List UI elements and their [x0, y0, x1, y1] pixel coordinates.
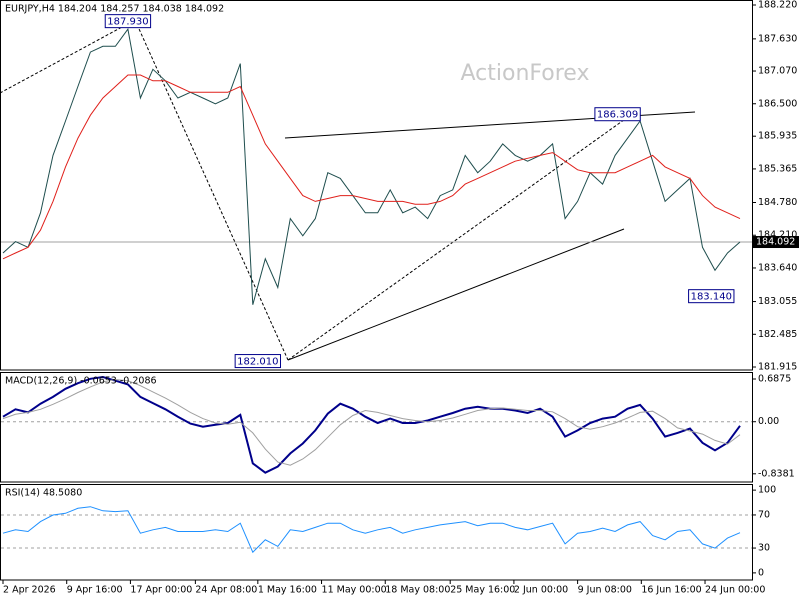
series-line — [2, 27, 741, 305]
y-tick-label: 182.485 — [758, 329, 797, 340]
y-tick-label: 0.6875 — [758, 373, 791, 384]
annotation-box — [104, 14, 152, 29]
panel-title: RSI(14) 48.5080 — [5, 488, 82, 499]
x-tick-label: 9 Jun 08:00 — [578, 585, 632, 596]
x-tick-label: 2 Jun 00:00 — [514, 585, 568, 596]
y-tick-label: -0.8381 — [758, 468, 795, 479]
panel-title: MACD(12,26,9) -0.0653 -0.2086 — [5, 376, 157, 387]
y-tick-label: 185.935 — [758, 131, 797, 142]
x-tick-label: 25 May 16:00 — [450, 585, 515, 596]
trend-line — [287, 228, 625, 361]
x-tick-label: 1 May 16:00 — [258, 585, 317, 596]
series-line — [2, 74, 741, 260]
y-tick-label: 70 — [758, 509, 770, 520]
series-line — [2, 375, 741, 474]
trend-line — [287, 111, 636, 361]
last-price-box — [753, 236, 799, 249]
series-line — [2, 506, 741, 554]
y-tick-label: 0 — [758, 567, 764, 578]
annotation-label: 182.010 — [237, 357, 278, 368]
watermark: ActionForex — [461, 61, 590, 86]
y-tick-label: 181.915 — [758, 362, 797, 373]
y-tick-label: 183.055 — [758, 296, 797, 307]
x-tick-label: 18 May 08:00 — [385, 585, 450, 596]
annotation-box — [594, 107, 641, 122]
x-tick-label: 11 May 00:00 — [322, 585, 387, 596]
trend-lines — [0, 19, 696, 361]
panel-title: EURJPY,H4 184.204 184.257 184.038 184.09… — [5, 4, 224, 15]
annotation-label: 186.309 — [597, 110, 638, 121]
x-tick-label: 24 Jun 00:00 — [705, 585, 765, 596]
y-tick-label: 0.00 — [758, 416, 779, 427]
y-tick-label: 187.630 — [758, 33, 797, 44]
annotation-box — [234, 354, 282, 369]
last-price-label: 184.092 — [756, 237, 795, 248]
price-panel — [0, 0, 753, 371]
y-tick-label: 30 — [758, 543, 770, 554]
x-tick-label: 9 Apr 16:00 — [67, 585, 123, 596]
y-tick-label: 188.220 — [758, 0, 797, 10]
x-tick-label: 16 Jun 16:00 — [641, 585, 701, 596]
trend-line — [0, 19, 136, 94]
y-tick-label: 186.500 — [758, 98, 797, 109]
y-tick-label: 187.070 — [758, 66, 797, 77]
x-tick-label: 24 Apr 08:00 — [195, 585, 257, 596]
y-tick-label: 184.780 — [758, 197, 797, 208]
x-tick-label: 2 Apr 2026 — [3, 585, 56, 596]
annotation-box — [688, 289, 735, 304]
annotation-label: 183.140 — [691, 292, 732, 303]
y-tick-label: 185.365 — [758, 163, 797, 174]
annotation-label: 187.930 — [107, 17, 148, 28]
y-tick-label: 100 — [758, 485, 776, 496]
rsi-panel — [0, 484, 753, 581]
series-line — [2, 378, 741, 466]
y-tick-label: 184.210 — [758, 230, 797, 241]
y-tick-label: 183.640 — [758, 262, 797, 273]
x-tick-label: 17 Apr 00:00 — [130, 585, 192, 596]
macd-panel — [0, 372, 753, 483]
